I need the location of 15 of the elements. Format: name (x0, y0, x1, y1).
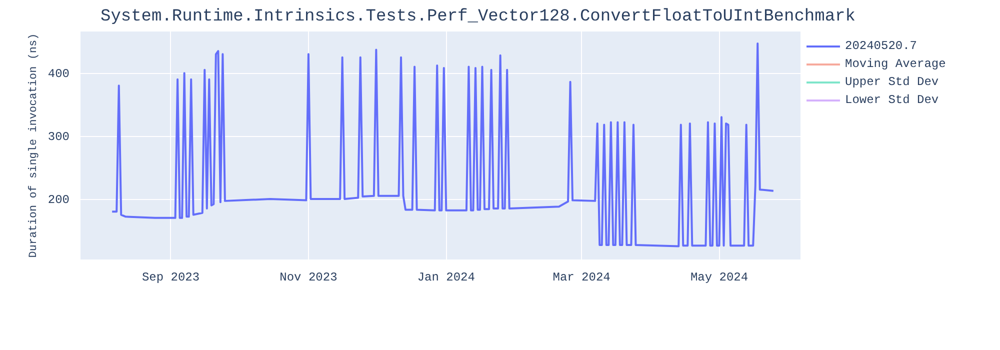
legend-label: 20240520.7 (845, 38, 918, 55)
y-tick-label: 300 (48, 130, 70, 144)
line-series (111, 42, 774, 248)
y-axis-title: Duration of single invocation (ns) (28, 33, 40, 258)
legend-label: Lower Std Dev (845, 92, 939, 109)
x-tick-label: Sep 2023 (142, 270, 200, 284)
y-tick-label: 200 (48, 193, 70, 208)
legend-label: Moving Average (845, 56, 946, 73)
chart-title: System.Runtime.Intrinsics.Tests.Perf_Vector128.ConvertFloatToUIntBenchmark (100, 8, 856, 26)
legend-label: Upper Std Dev (845, 74, 939, 91)
x-tick-label: Mar 2024 (552, 270, 610, 284)
y-tick-label: 400 (48, 67, 70, 82)
x-tick-label: Nov 2023 (280, 270, 338, 284)
x-tick-label: May 2024 (690, 270, 748, 284)
x-tick-label: Jan 2024 (417, 270, 475, 284)
